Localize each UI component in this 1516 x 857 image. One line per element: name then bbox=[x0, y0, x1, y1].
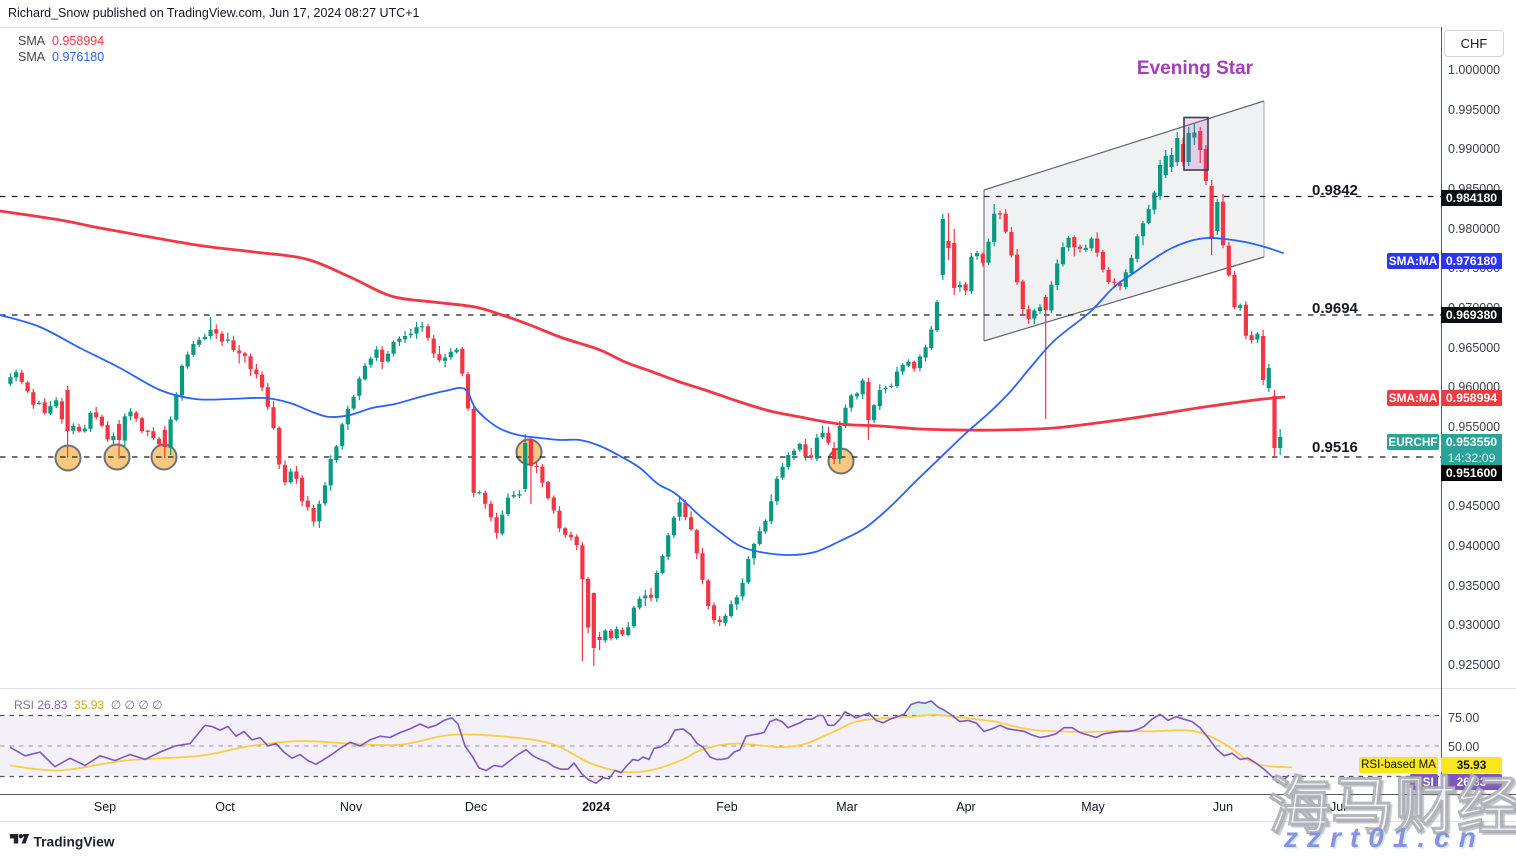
svg-text:TradingView: TradingView bbox=[34, 835, 115, 850]
